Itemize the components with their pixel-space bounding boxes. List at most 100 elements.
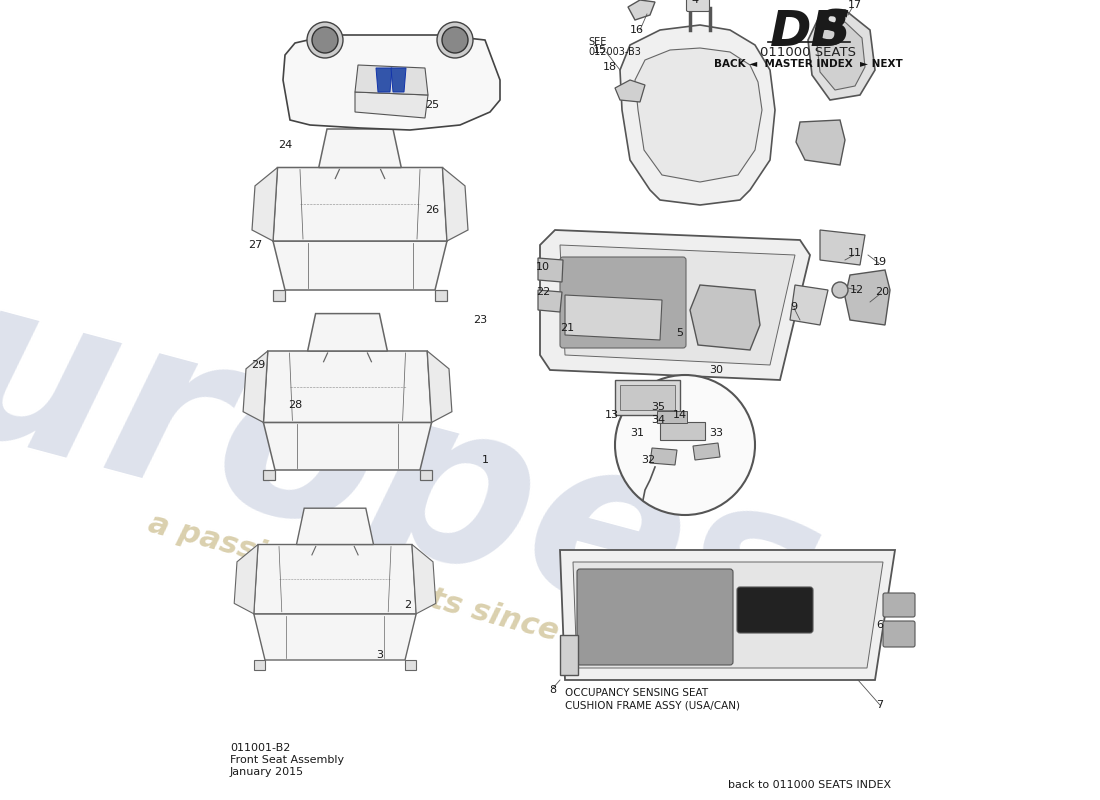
Text: a passion for parts since 1985: a passion for parts since 1985 xyxy=(145,509,654,671)
Text: 2: 2 xyxy=(405,600,411,610)
Polygon shape xyxy=(412,545,436,614)
Bar xyxy=(660,422,705,440)
Polygon shape xyxy=(538,258,563,282)
Polygon shape xyxy=(376,68,392,92)
Circle shape xyxy=(307,22,343,58)
Bar xyxy=(657,411,688,423)
Text: 9: 9 xyxy=(791,302,798,312)
Polygon shape xyxy=(283,35,500,130)
Polygon shape xyxy=(615,80,645,102)
Text: 24: 24 xyxy=(278,140,293,150)
Text: 8: 8 xyxy=(549,685,557,695)
Polygon shape xyxy=(254,660,265,670)
Text: January 2015: January 2015 xyxy=(230,767,304,777)
FancyBboxPatch shape xyxy=(578,569,733,665)
Polygon shape xyxy=(355,65,428,95)
Text: 14: 14 xyxy=(673,410,688,420)
Text: 3: 3 xyxy=(376,650,384,660)
Polygon shape xyxy=(442,167,468,241)
Polygon shape xyxy=(355,92,428,118)
Polygon shape xyxy=(243,351,267,422)
Text: 17: 17 xyxy=(848,0,862,10)
Polygon shape xyxy=(538,290,562,312)
Text: 16: 16 xyxy=(630,25,644,35)
Polygon shape xyxy=(319,129,402,167)
Text: 19: 19 xyxy=(873,257,887,267)
Text: 32: 32 xyxy=(641,455,656,465)
Text: 34: 34 xyxy=(651,415,666,425)
Polygon shape xyxy=(820,230,865,265)
Text: 7: 7 xyxy=(877,700,883,710)
Polygon shape xyxy=(273,167,447,241)
Text: 29: 29 xyxy=(251,360,265,370)
Text: S: S xyxy=(814,8,850,56)
Polygon shape xyxy=(420,470,431,480)
Polygon shape xyxy=(427,351,452,422)
FancyBboxPatch shape xyxy=(560,257,686,348)
Text: SEE: SEE xyxy=(588,37,606,47)
Text: 12: 12 xyxy=(850,285,865,295)
Polygon shape xyxy=(817,22,865,90)
Polygon shape xyxy=(796,120,845,165)
Text: 18: 18 xyxy=(603,62,617,72)
Polygon shape xyxy=(560,245,795,365)
Polygon shape xyxy=(405,660,416,670)
Text: 21: 21 xyxy=(560,323,574,333)
Polygon shape xyxy=(234,545,258,614)
Circle shape xyxy=(832,282,848,298)
Polygon shape xyxy=(273,290,285,301)
Text: 23: 23 xyxy=(473,315,487,325)
Polygon shape xyxy=(252,167,277,241)
Polygon shape xyxy=(263,351,431,422)
Polygon shape xyxy=(308,314,387,351)
Polygon shape xyxy=(693,443,720,460)
Bar xyxy=(560,635,578,675)
Text: 33: 33 xyxy=(710,428,723,438)
Text: 13: 13 xyxy=(605,410,619,420)
Text: 28: 28 xyxy=(288,400,302,410)
Text: 20: 20 xyxy=(874,287,889,297)
Polygon shape xyxy=(808,10,874,100)
Text: 5: 5 xyxy=(676,328,683,338)
Text: 011001-B2: 011001-B2 xyxy=(230,743,290,753)
Circle shape xyxy=(312,27,338,53)
FancyBboxPatch shape xyxy=(686,0,710,11)
Polygon shape xyxy=(254,545,416,614)
Text: back to 011000 SEATS INDEX: back to 011000 SEATS INDEX xyxy=(728,780,892,790)
Text: 012003-B3: 012003-B3 xyxy=(588,47,641,57)
Text: CUSHION FRAME ASSY (USA/CAN): CUSHION FRAME ASSY (USA/CAN) xyxy=(565,700,740,710)
Text: 011000 SEATS: 011000 SEATS xyxy=(760,46,856,59)
Circle shape xyxy=(437,22,473,58)
Polygon shape xyxy=(650,448,676,465)
Polygon shape xyxy=(297,508,374,545)
Text: 30: 30 xyxy=(710,365,723,375)
FancyBboxPatch shape xyxy=(883,621,915,647)
Bar xyxy=(615,380,680,415)
Text: 4: 4 xyxy=(692,0,698,5)
Text: 6: 6 xyxy=(877,620,883,630)
Polygon shape xyxy=(434,290,447,301)
Text: 22: 22 xyxy=(536,287,550,297)
Polygon shape xyxy=(254,614,416,660)
Polygon shape xyxy=(573,562,883,668)
Text: 11: 11 xyxy=(848,248,862,258)
Polygon shape xyxy=(635,48,762,182)
Text: 15: 15 xyxy=(593,45,607,55)
Polygon shape xyxy=(263,422,431,470)
Text: 25: 25 xyxy=(425,100,439,110)
Polygon shape xyxy=(845,270,890,325)
Polygon shape xyxy=(263,470,275,480)
Bar xyxy=(620,385,675,410)
Circle shape xyxy=(615,375,755,515)
Polygon shape xyxy=(620,25,776,205)
Text: 35: 35 xyxy=(651,402,666,412)
Polygon shape xyxy=(540,230,810,380)
FancyBboxPatch shape xyxy=(883,593,915,617)
Polygon shape xyxy=(790,285,828,325)
Text: OCCUPANCY SENSING SEAT: OCCUPANCY SENSING SEAT xyxy=(565,688,708,698)
FancyBboxPatch shape xyxy=(737,587,813,633)
Text: 1: 1 xyxy=(482,455,488,465)
Text: BACK ◄  MASTER INDEX  ► NEXT: BACK ◄ MASTER INDEX ► NEXT xyxy=(714,59,902,69)
Polygon shape xyxy=(273,241,447,290)
Text: 27: 27 xyxy=(248,240,262,250)
